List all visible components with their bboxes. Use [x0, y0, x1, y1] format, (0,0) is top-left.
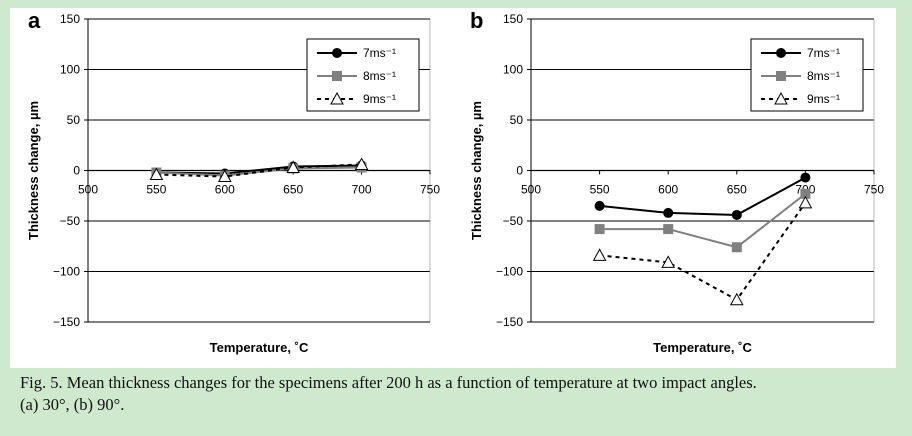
- series-line: [599, 202, 807, 302]
- series-line: [156, 163, 362, 178]
- x-tick-label: 750: [864, 183, 884, 197]
- y-tick-label: 0: [516, 164, 523, 178]
- legend-marker: [776, 48, 786, 58]
- y-axis-title: Thickness change, µm: [469, 101, 484, 240]
- y-tick-label: 150: [503, 12, 523, 26]
- caption-line-1: Fig. 5. Mean thickness changes for the s…: [20, 373, 757, 392]
- y-tick-label: −50: [503, 214, 524, 228]
- legend-label: 9ms⁻¹: [363, 92, 396, 106]
- x-tick-label: 550: [146, 183, 166, 197]
- legend-marker: [330, 91, 344, 105]
- figure-caption: Fig. 5. Mean thickness changes for the s…: [20, 372, 900, 416]
- legend-marker: [776, 71, 786, 81]
- data-point: [663, 224, 674, 235]
- data-point: [661, 255, 676, 268]
- x-tick-label: 700: [352, 183, 372, 197]
- x-axis-title: Temperature, ˚C: [210, 340, 309, 355]
- y-tick-label: 50: [510, 113, 524, 127]
- series-1: [594, 172, 811, 220]
- legend: 7ms⁻¹ 8ms⁻¹ 9ms⁻¹: [750, 38, 864, 112]
- y-tick-label: −50: [60, 214, 81, 228]
- x-tick-label: 500: [521, 183, 541, 197]
- legend-label: 8ms⁻¹: [363, 69, 396, 83]
- legend-label: 7ms⁻¹: [807, 46, 840, 60]
- legend-label: 9ms⁻¹: [807, 92, 840, 106]
- x-tick-label: 550: [590, 183, 610, 197]
- data-point: [798, 195, 813, 209]
- x-tick-label: 600: [215, 183, 235, 197]
- data-point: [729, 292, 744, 306]
- x-tick-label: 750: [420, 183, 440, 197]
- data-point: [800, 172, 811, 183]
- y-tick-label: 0: [73, 164, 80, 178]
- figure-panel: a 150 100 50 0 −50 −100 −150 500 550 600 650 700 750 T…: [10, 8, 896, 368]
- legend-marker: [774, 91, 788, 105]
- legend-marker: [332, 48, 342, 58]
- x-tick-label: 500: [78, 183, 98, 197]
- legend-label: 7ms⁻¹: [363, 46, 396, 60]
- y-tick-label: 100: [503, 63, 523, 77]
- x-tick-label: 600: [658, 183, 678, 197]
- data-point: [663, 207, 674, 218]
- legend-label: 8ms⁻¹: [807, 69, 840, 83]
- data-point: [731, 242, 742, 253]
- series-line: [599, 176, 806, 216]
- series-3: [149, 157, 369, 183]
- data-point: [217, 169, 232, 183]
- x-tick-label: 650: [283, 183, 303, 197]
- series-3: [592, 195, 813, 306]
- y-tick-label: 50: [67, 113, 81, 127]
- series-2: [594, 188, 811, 253]
- panel-label: a: [28, 8, 41, 33]
- data-point: [592, 248, 607, 261]
- data-point: [594, 200, 605, 211]
- y-tick-label: 150: [60, 12, 80, 26]
- data-point: [731, 209, 742, 220]
- y-tick-label: −150: [496, 315, 523, 329]
- data-point: [594, 224, 605, 235]
- y-tick-label: −100: [496, 265, 523, 279]
- series-line: [599, 192, 807, 249]
- legend: 7ms⁻¹ 8ms⁻¹ 9ms⁻¹: [306, 38, 420, 112]
- data-point: [800, 188, 811, 199]
- caption-line-2: (a) 30°, (b) 90°.: [20, 395, 125, 414]
- y-tick-label: −150: [53, 315, 80, 329]
- y-tick-label: −100: [53, 265, 80, 279]
- legend-marker: [332, 71, 342, 81]
- panel-label: b: [470, 8, 483, 33]
- x-axis-title: Temperature, ˚C: [653, 340, 752, 355]
- chart-b: b150100500−50−100−150500550600650700750T…: [469, 8, 884, 355]
- y-tick-label: 100: [60, 63, 80, 77]
- y-axis-title: Thickness change, µm: [26, 101, 41, 240]
- series-line: [156, 166, 362, 177]
- x-tick-label: 650: [727, 183, 747, 197]
- data-point: [149, 167, 164, 181]
- data-point: [354, 157, 369, 170]
- data-point: [286, 160, 301, 173]
